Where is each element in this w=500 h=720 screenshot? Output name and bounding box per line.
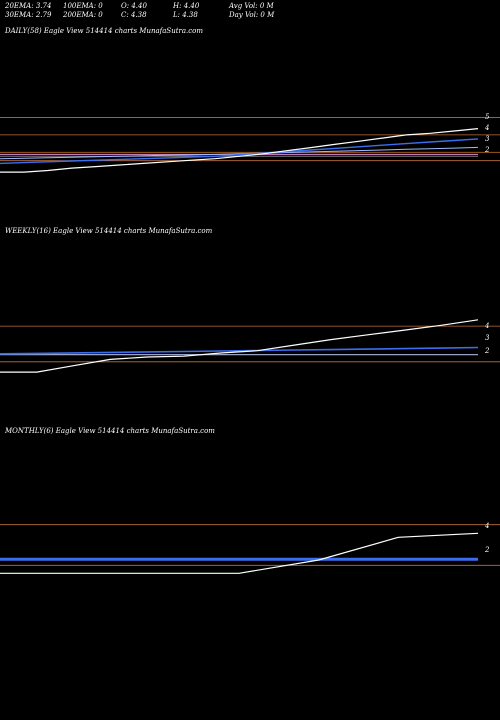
weekly-chart-title: WEEKLY(16) Eagle View 514414 charts Muna… [5, 227, 213, 235]
avg-vol-stat: Avg Vol: 0 M [229, 2, 274, 10]
open-stat: O: 4.40 [121, 2, 147, 10]
y-axis-label-0-1: 4 [484, 124, 489, 132]
y-axis-label-2-0: 4 [484, 522, 489, 530]
y-axis-label-1-2: 2 [484, 347, 490, 355]
day-vol-stat: Day Vol: 0 M [229, 11, 275, 19]
low-stat: L: 4.38 [173, 11, 198, 19]
ema30-stat: 30EMA: 2.79 [5, 11, 52, 19]
daily-ema-blue-line [0, 138, 479, 165]
y-axis-label-0-0: 5 [485, 113, 490, 121]
ema20-stat: 20EMA: 3.74 [5, 2, 52, 10]
weekly-ema-blue-line [0, 346, 479, 355]
daily-chart-title: DAILY(58) Eagle View 514414 charts Munaf… [5, 27, 204, 35]
monthly-price-line [0, 532, 479, 574]
y-axis-label-1-0: 4 [484, 322, 489, 330]
close-stat: C: 4.38 [121, 11, 147, 19]
daily-ema-light-line [0, 146, 479, 160]
y-axis-label-0-3: 2 [484, 146, 490, 154]
high-stat: H: 4.40 [173, 2, 200, 10]
y-axis-label-2-1: 2 [484, 546, 490, 554]
y-axis-label-0-2: 3 [485, 135, 490, 143]
ema100-stat: 100EMA: 0 [63, 2, 103, 10]
ema200-stat: 200EMA: 0 [63, 11, 103, 19]
weekly-price-line [0, 319, 479, 373]
daily-price-line [0, 128, 479, 173]
monthly-chart-title: MONTHLY(6) Eagle View 514414 charts Muna… [5, 427, 215, 435]
y-axis-label-1-1: 3 [485, 334, 490, 342]
